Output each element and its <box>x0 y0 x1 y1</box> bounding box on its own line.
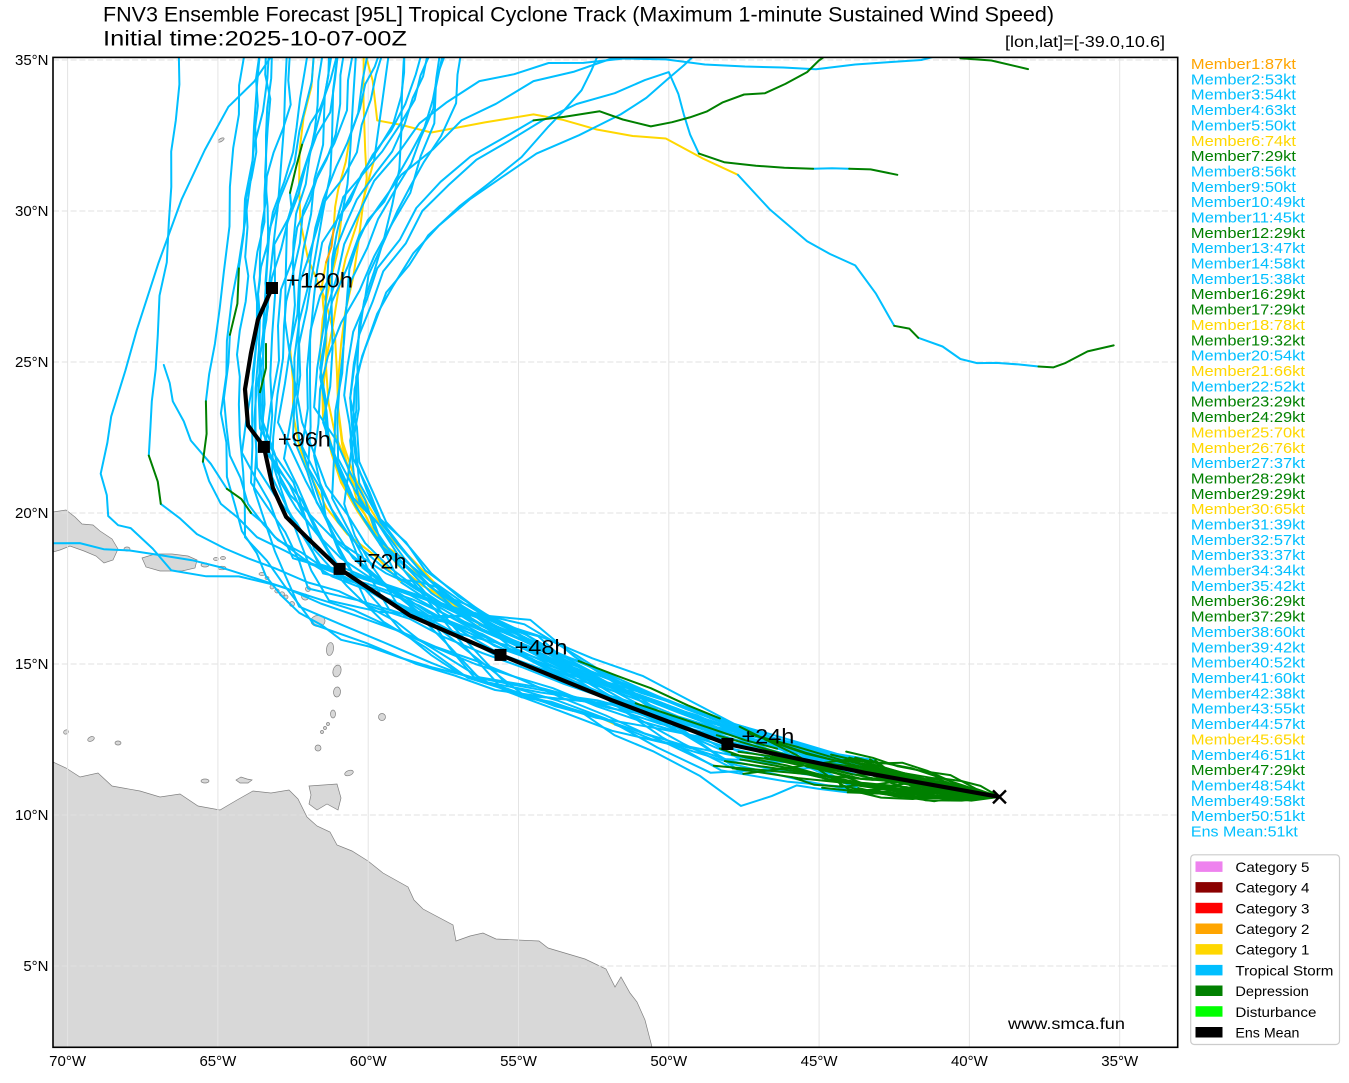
svg-text:5°N: 5°N <box>23 958 48 975</box>
svg-text:Member7:29kt: Member7:29kt <box>1191 149 1296 165</box>
svg-text:Member33:37kt: Member33:37kt <box>1191 548 1305 564</box>
svg-text:Tropical Storm: Tropical Storm <box>1235 963 1333 978</box>
svg-text:Member41:60kt: Member41:60kt <box>1191 671 1305 687</box>
svg-text:Ens Mean: Ens Mean <box>1235 1026 1299 1041</box>
svg-text:35°W: 35°W <box>1101 1053 1139 1070</box>
svg-text:Member10:49kt: Member10:49kt <box>1191 195 1305 211</box>
svg-text:20°N: 20°N <box>15 505 49 522</box>
svg-text:Member50:51kt: Member50:51kt <box>1191 809 1305 825</box>
svg-text:Member13:47kt: Member13:47kt <box>1191 241 1305 257</box>
svg-text:+96h: +96h <box>278 428 331 451</box>
svg-text:Ens Mean:51kt: Ens Mean:51kt <box>1191 825 1298 841</box>
svg-text:Member19:32kt: Member19:32kt <box>1191 333 1305 349</box>
svg-text:Member48:54kt: Member48:54kt <box>1191 778 1305 794</box>
svg-text:Member31:39kt: Member31:39kt <box>1191 518 1305 534</box>
svg-text:Member17:29kt: Member17:29kt <box>1191 303 1305 319</box>
svg-text:Member49:58kt: Member49:58kt <box>1191 794 1305 810</box>
svg-text:+72h: +72h <box>354 550 407 573</box>
svg-text:Category 4: Category 4 <box>1235 881 1309 896</box>
svg-text:Member12:29kt: Member12:29kt <box>1191 226 1305 242</box>
svg-text:Member18:78kt: Member18:78kt <box>1191 318 1305 334</box>
svg-text:Member46:51kt: Member46:51kt <box>1191 748 1305 764</box>
svg-text:Member36:29kt: Member36:29kt <box>1191 594 1305 610</box>
svg-text:Member26:76kt: Member26:76kt <box>1191 441 1305 457</box>
svg-text:Initial time:2025-10-07-00Z: Initial time:2025-10-07-00Z <box>103 28 407 51</box>
svg-text:Member21:66kt: Member21:66kt <box>1191 364 1305 380</box>
svg-text:30°N: 30°N <box>15 203 49 220</box>
svg-text:+24h: +24h <box>741 726 794 749</box>
svg-text:www.smca.fun: www.smca.fun <box>1007 1016 1125 1033</box>
svg-text:Member14:58kt: Member14:58kt <box>1191 257 1305 273</box>
svg-text:25°N: 25°N <box>15 354 49 371</box>
svg-text:Member23:29kt: Member23:29kt <box>1191 395 1305 411</box>
svg-text:FNV3 Ensemble Forecast [95L] T: FNV3 Ensemble Forecast [95L] Tropical Cy… <box>103 4 1054 27</box>
svg-text:15°N: 15°N <box>15 656 49 673</box>
svg-text:Member45:65kt: Member45:65kt <box>1191 732 1305 748</box>
svg-text:+48h: +48h <box>515 636 568 659</box>
svg-text:Member34:34kt: Member34:34kt <box>1191 564 1305 580</box>
svg-text:Member25:70kt: Member25:70kt <box>1191 425 1305 441</box>
svg-text:Member24:29kt: Member24:29kt <box>1191 410 1305 426</box>
svg-text:Category 5: Category 5 <box>1235 860 1309 875</box>
svg-text:Member4:63kt: Member4:63kt <box>1191 103 1296 119</box>
svg-text:Member6:74kt: Member6:74kt <box>1191 134 1296 150</box>
svg-text:Member22:52kt: Member22:52kt <box>1191 379 1305 395</box>
svg-text:65°W: 65°W <box>199 1053 237 1070</box>
svg-text:Member37:29kt: Member37:29kt <box>1191 610 1305 626</box>
svg-text:45°W: 45°W <box>801 1053 839 1070</box>
svg-text:Member38:60kt: Member38:60kt <box>1191 625 1305 641</box>
svg-text:Member43:55kt: Member43:55kt <box>1191 702 1305 718</box>
svg-text:35°N: 35°N <box>15 52 49 69</box>
svg-text:Member47:29kt: Member47:29kt <box>1191 763 1305 779</box>
svg-text:Category 3: Category 3 <box>1235 901 1309 916</box>
svg-text:+120h: +120h <box>286 270 353 293</box>
svg-text:Member27:37kt: Member27:37kt <box>1191 456 1305 472</box>
svg-text:Member29:29kt: Member29:29kt <box>1191 487 1305 503</box>
svg-text:10°N: 10°N <box>15 807 49 824</box>
svg-text:Member39:42kt: Member39:42kt <box>1191 640 1305 656</box>
svg-text:Member35:42kt: Member35:42kt <box>1191 579 1305 595</box>
svg-text:Member16:29kt: Member16:29kt <box>1191 287 1305 303</box>
svg-text:Member5:50kt: Member5:50kt <box>1191 118 1296 134</box>
svg-text:Member2:53kt: Member2:53kt <box>1191 72 1296 88</box>
svg-text:Member11:45kt: Member11:45kt <box>1191 211 1305 227</box>
svg-text:Member9:50kt: Member9:50kt <box>1191 180 1296 196</box>
svg-text:55°W: 55°W <box>500 1053 538 1070</box>
svg-text:Member30:65kt: Member30:65kt <box>1191 502 1305 518</box>
svg-text:Member8:56kt: Member8:56kt <box>1191 164 1296 180</box>
svg-text:Member15:38kt: Member15:38kt <box>1191 272 1305 288</box>
svg-text:Member20:54kt: Member20:54kt <box>1191 349 1305 365</box>
svg-text:Member40:52kt: Member40:52kt <box>1191 656 1305 672</box>
svg-text:Member44:57kt: Member44:57kt <box>1191 717 1305 733</box>
svg-text:Member42:38kt: Member42:38kt <box>1191 686 1305 702</box>
svg-text:Category 2: Category 2 <box>1235 922 1309 937</box>
svg-text:40°W: 40°W <box>951 1053 989 1070</box>
svg-text:Member3:54kt: Member3:54kt <box>1191 88 1296 104</box>
svg-text:Category 1: Category 1 <box>1235 943 1309 958</box>
svg-text:60°W: 60°W <box>350 1053 388 1070</box>
svg-text:Member28:29kt: Member28:29kt <box>1191 471 1305 487</box>
svg-text:70°W: 70°W <box>49 1053 87 1070</box>
svg-text:[lon,lat]=[-39.0,10.6]: [lon,lat]=[-39.0,10.6] <box>1005 34 1165 51</box>
svg-text:Depression: Depression <box>1235 984 1309 999</box>
svg-text:Member32:57kt: Member32:57kt <box>1191 533 1305 549</box>
svg-text:Member1:87kt: Member1:87kt <box>1191 57 1296 73</box>
svg-text:Disturbance: Disturbance <box>1235 1005 1316 1020</box>
svg-text:50°W: 50°W <box>650 1053 688 1070</box>
